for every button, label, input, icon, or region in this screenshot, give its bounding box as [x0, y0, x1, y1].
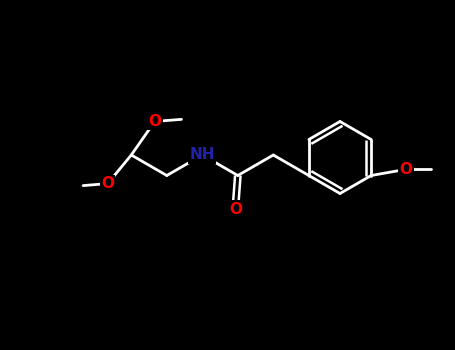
- Text: O: O: [229, 202, 242, 217]
- Text: NH: NH: [190, 147, 215, 162]
- Text: O: O: [148, 114, 162, 129]
- Text: O: O: [101, 176, 114, 191]
- Text: O: O: [399, 162, 413, 177]
